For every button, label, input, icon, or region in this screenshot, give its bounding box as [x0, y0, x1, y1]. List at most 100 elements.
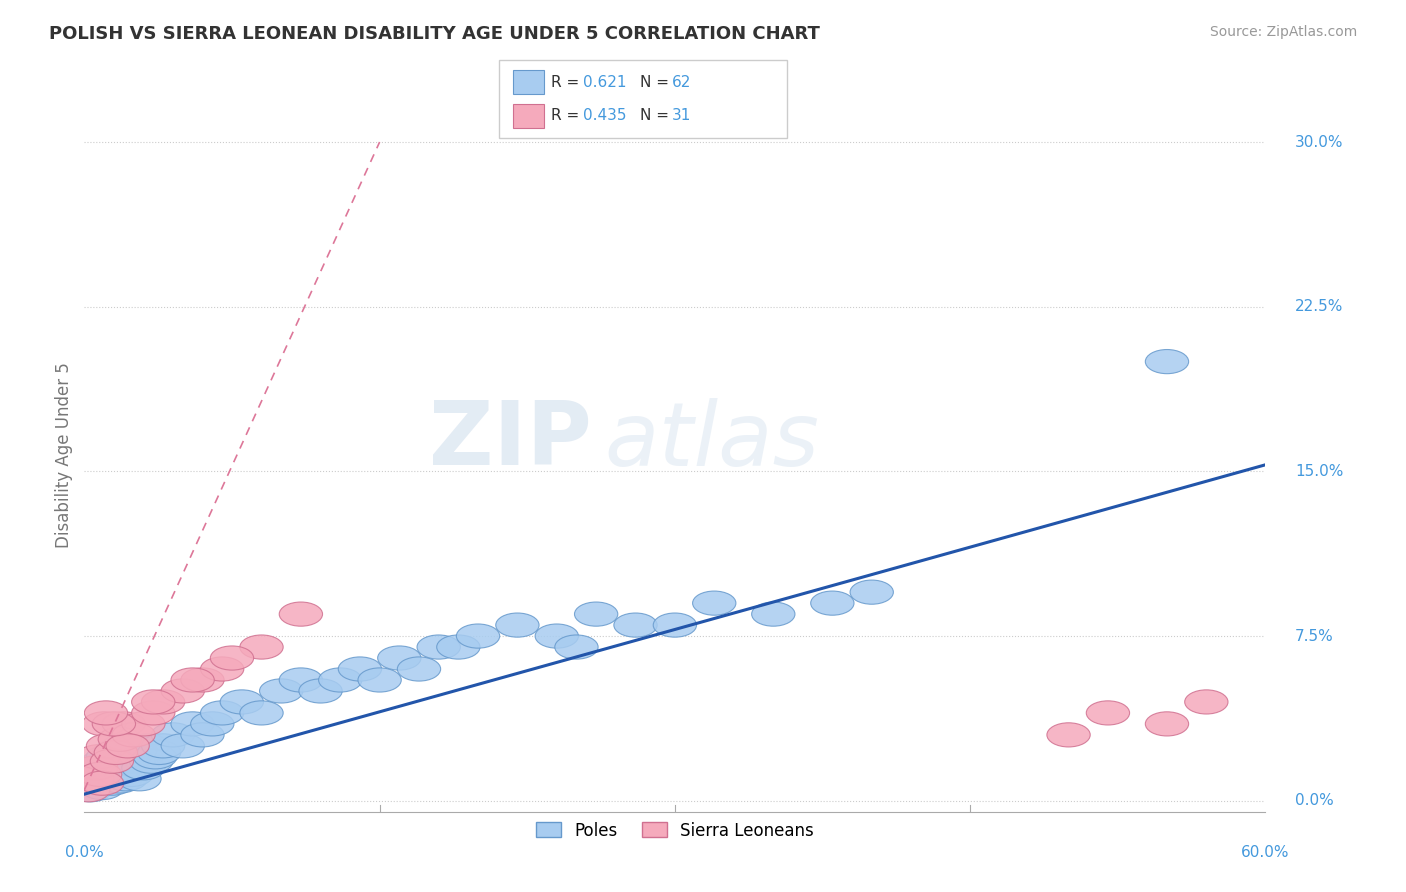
Ellipse shape [172, 668, 214, 692]
Ellipse shape [152, 723, 194, 747]
Ellipse shape [211, 646, 253, 670]
Ellipse shape [114, 739, 157, 763]
Ellipse shape [94, 760, 138, 784]
Ellipse shape [96, 749, 139, 773]
Ellipse shape [115, 754, 159, 778]
Ellipse shape [83, 749, 125, 773]
Ellipse shape [75, 756, 118, 780]
Ellipse shape [162, 679, 204, 703]
Ellipse shape [90, 771, 134, 796]
Text: 30.0%: 30.0% [1295, 135, 1343, 150]
Ellipse shape [437, 635, 479, 659]
Text: 62: 62 [672, 75, 692, 89]
Ellipse shape [84, 701, 128, 725]
Ellipse shape [142, 690, 184, 714]
Text: POLISH VS SIERRA LEONEAN DISABILITY AGE UNDER 5 CORRELATION CHART: POLISH VS SIERRA LEONEAN DISABILITY AGE … [49, 25, 820, 43]
Ellipse shape [536, 624, 578, 648]
Ellipse shape [280, 602, 322, 626]
Ellipse shape [134, 745, 177, 769]
Ellipse shape [100, 756, 143, 780]
Ellipse shape [122, 756, 165, 780]
Ellipse shape [260, 679, 302, 703]
Ellipse shape [221, 690, 263, 714]
Text: atlas: atlas [605, 398, 818, 483]
Ellipse shape [240, 701, 283, 725]
Ellipse shape [1185, 690, 1227, 714]
Text: 31: 31 [672, 109, 692, 123]
Ellipse shape [1087, 701, 1129, 725]
Ellipse shape [496, 613, 538, 637]
Ellipse shape [105, 734, 149, 758]
Ellipse shape [84, 767, 128, 791]
Ellipse shape [112, 723, 155, 747]
Ellipse shape [76, 745, 120, 769]
Ellipse shape [94, 740, 138, 764]
Ellipse shape [79, 763, 122, 787]
Ellipse shape [103, 712, 145, 736]
Ellipse shape [1146, 712, 1188, 736]
Text: ZIP: ZIP [429, 397, 592, 484]
Ellipse shape [70, 767, 114, 791]
Ellipse shape [280, 668, 322, 692]
Ellipse shape [118, 767, 162, 791]
Ellipse shape [319, 668, 361, 692]
Ellipse shape [172, 712, 214, 736]
Ellipse shape [359, 668, 401, 692]
Ellipse shape [120, 745, 163, 769]
Ellipse shape [76, 756, 120, 780]
Ellipse shape [80, 775, 124, 799]
Ellipse shape [132, 701, 174, 725]
Ellipse shape [191, 712, 233, 736]
Text: 0.621: 0.621 [583, 75, 627, 89]
Ellipse shape [108, 745, 152, 769]
Ellipse shape [201, 657, 243, 681]
Ellipse shape [240, 635, 283, 659]
Ellipse shape [75, 771, 118, 796]
Ellipse shape [129, 749, 173, 773]
Ellipse shape [90, 749, 134, 773]
Ellipse shape [83, 712, 125, 736]
Ellipse shape [80, 771, 124, 796]
Ellipse shape [418, 635, 460, 659]
Text: Source: ZipAtlas.com: Source: ZipAtlas.com [1209, 25, 1357, 39]
Y-axis label: Disability Age Under 5: Disability Age Under 5 [55, 362, 73, 548]
Ellipse shape [138, 740, 181, 764]
Ellipse shape [811, 591, 853, 615]
Text: N =: N = [640, 109, 673, 123]
Ellipse shape [103, 734, 145, 758]
Ellipse shape [79, 763, 122, 787]
Ellipse shape [851, 580, 893, 604]
Ellipse shape [1146, 350, 1188, 374]
Ellipse shape [89, 756, 132, 780]
Ellipse shape [575, 602, 617, 626]
Ellipse shape [162, 734, 204, 758]
Text: 0.0%: 0.0% [65, 845, 104, 860]
Ellipse shape [614, 613, 657, 637]
Ellipse shape [457, 624, 499, 648]
Text: 22.5%: 22.5% [1295, 299, 1343, 314]
Ellipse shape [93, 712, 135, 736]
Ellipse shape [299, 679, 342, 703]
Ellipse shape [378, 646, 420, 670]
Text: 7.5%: 7.5% [1295, 629, 1334, 643]
Text: 15.0%: 15.0% [1295, 464, 1343, 479]
Ellipse shape [98, 769, 142, 793]
Ellipse shape [86, 734, 129, 758]
Ellipse shape [105, 756, 149, 780]
Text: 60.0%: 60.0% [1241, 845, 1289, 860]
Ellipse shape [122, 712, 165, 736]
Ellipse shape [66, 778, 110, 802]
Ellipse shape [112, 749, 155, 773]
Text: 0.0%: 0.0% [1295, 793, 1334, 808]
Ellipse shape [339, 657, 381, 681]
Ellipse shape [1047, 723, 1090, 747]
Ellipse shape [125, 734, 169, 758]
Text: R =: R = [551, 75, 585, 89]
Text: N =: N = [640, 75, 673, 89]
Ellipse shape [752, 602, 794, 626]
Ellipse shape [98, 727, 142, 751]
Ellipse shape [142, 734, 184, 758]
Text: R =: R = [551, 109, 585, 123]
Ellipse shape [181, 668, 224, 692]
Ellipse shape [654, 613, 696, 637]
